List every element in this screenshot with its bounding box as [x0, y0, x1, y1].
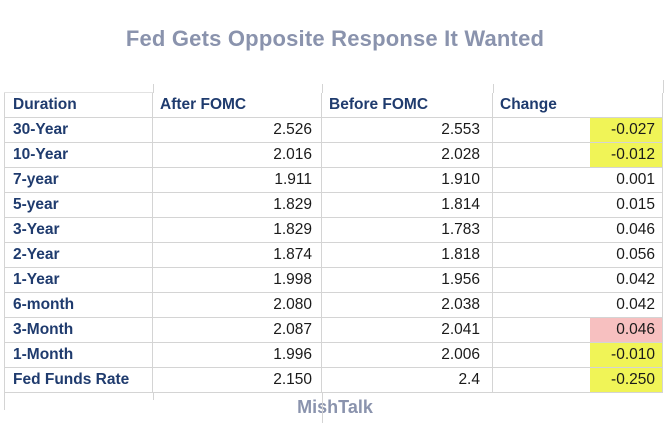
table-row: 7-year 1.911 1.910 0.001: [4, 168, 663, 193]
table-row: 1-Month 1.996 2.006 -0.010: [4, 343, 663, 368]
cell-before-fomc: 2.028: [322, 143, 493, 167]
cell-duration: Fed Funds Rate: [4, 368, 153, 392]
gridline-stub: [493, 84, 494, 93]
cell-duration: 30-Year: [4, 118, 153, 142]
table-header-row: Duration After FOMC Before FOMC Change: [4, 93, 663, 118]
cell-change-spacer: [493, 193, 590, 217]
gridline-stub: [153, 84, 154, 93]
cell-after-fomc: 1.829: [153, 218, 322, 242]
cell-after-fomc: 1.874: [153, 243, 322, 267]
header-before-fomc: Before FOMC: [322, 93, 493, 117]
cell-before-fomc: 1.818: [322, 243, 493, 267]
table-row: 3-Year 1.829 1.783 0.046: [4, 218, 663, 243]
cell-change-value: 0.015: [590, 193, 663, 217]
cell-duration: 10-Year: [4, 143, 153, 167]
cell-change-spacer: [493, 168, 590, 192]
cell-after-fomc: 1.911: [153, 168, 322, 192]
gridline-stub: [322, 393, 323, 423]
cell-change-spacer: [493, 318, 590, 342]
cell-after-fomc: 2.526: [153, 118, 322, 142]
cell-change-value: 0.042: [590, 268, 663, 292]
cell-change-value: 0.042: [590, 293, 663, 317]
cell-change-value: -0.010: [590, 343, 663, 367]
cell-after-fomc: 2.087: [153, 318, 322, 342]
cell-before-fomc: 2.041: [322, 318, 493, 342]
table-row: 1-Year 1.998 1.956 0.042: [4, 268, 663, 293]
cell-duration: 7-year: [4, 168, 153, 192]
gridline-stub: [4, 393, 5, 410]
cell-before-fomc: 2.553: [322, 118, 493, 142]
cell-duration: 6-month: [4, 293, 153, 317]
header-after-fomc: After FOMC: [153, 93, 322, 117]
gridline-stub: [4, 92, 154, 93]
cell-after-fomc: 1.998: [153, 268, 322, 292]
cell-before-fomc: 2.4: [322, 368, 493, 392]
gridline-stub: [322, 84, 323, 93]
table-row: 5-year 1.829 1.814 0.015: [4, 193, 663, 218]
cell-change-value: 0.056: [590, 243, 663, 267]
cell-duration: 1-Year: [4, 268, 153, 292]
table-row: 30-Year 2.526 2.553 -0.027: [4, 118, 663, 143]
table-row: 6-month 2.080 2.038 0.042: [4, 293, 663, 318]
cell-before-fomc: 1.814: [322, 193, 493, 217]
cell-change-spacer: [493, 118, 590, 142]
cell-change-value: -0.027: [590, 118, 663, 142]
cell-after-fomc: 1.829: [153, 193, 322, 217]
cell-after-fomc: 1.996: [153, 343, 322, 367]
cell-before-fomc: 1.956: [322, 268, 493, 292]
cell-change-value: -0.012: [590, 143, 663, 167]
cell-change-spacer: [493, 343, 590, 367]
rates-table: Duration After FOMC Before FOMC Change 3…: [4, 93, 663, 393]
figure-title: Fed Gets Opposite Response It Wanted: [125, 26, 545, 51]
cell-before-fomc: 2.006: [322, 343, 493, 367]
cell-before-fomc: 1.783: [322, 218, 493, 242]
cell-change-spacer: [493, 268, 590, 292]
header-duration: Duration: [4, 93, 153, 117]
cell-after-fomc: 2.150: [153, 368, 322, 392]
table-row: 3-Month 2.087 2.041 0.046: [4, 318, 663, 343]
cell-change-spacer: [493, 293, 590, 317]
cell-before-fomc: 2.038: [322, 293, 493, 317]
cell-after-fomc: 2.016: [153, 143, 322, 167]
gridline-stub: [663, 80, 664, 93]
cell-change-spacer: [493, 243, 590, 267]
source-watermark: MishTalk: [297, 397, 373, 417]
cell-change-value: 0.046: [590, 318, 663, 342]
cell-change-value: 0.046: [590, 218, 663, 242]
table-row: 2-Year 1.874 1.818 0.056: [4, 243, 663, 268]
table-row: Fed Funds Rate 2.150 2.4 -0.250: [4, 368, 663, 393]
cell-duration: 3-Year: [4, 218, 153, 242]
cell-change-spacer: [493, 368, 590, 392]
cell-after-fomc: 2.080: [153, 293, 322, 317]
cell-change-value: -0.250: [590, 368, 663, 392]
cell-duration: 1-Month: [4, 343, 153, 367]
cell-change-spacer: [493, 143, 590, 167]
cell-change-spacer: [493, 218, 590, 242]
cell-duration: 3-Month: [4, 318, 153, 342]
header-change: Change: [493, 93, 663, 117]
gridline-stub: [153, 393, 154, 400]
cell-duration: 5-year: [4, 193, 153, 217]
table-body: 30-Year 2.526 2.553 -0.027 10-Year 2.016 2.028…: [4, 118, 663, 393]
table-row: 10-Year 2.016 2.028 -0.012: [4, 143, 663, 168]
cell-before-fomc: 1.910: [322, 168, 493, 192]
cell-duration: 2-Year: [4, 243, 153, 267]
cell-change-value: 0.001: [590, 168, 663, 192]
